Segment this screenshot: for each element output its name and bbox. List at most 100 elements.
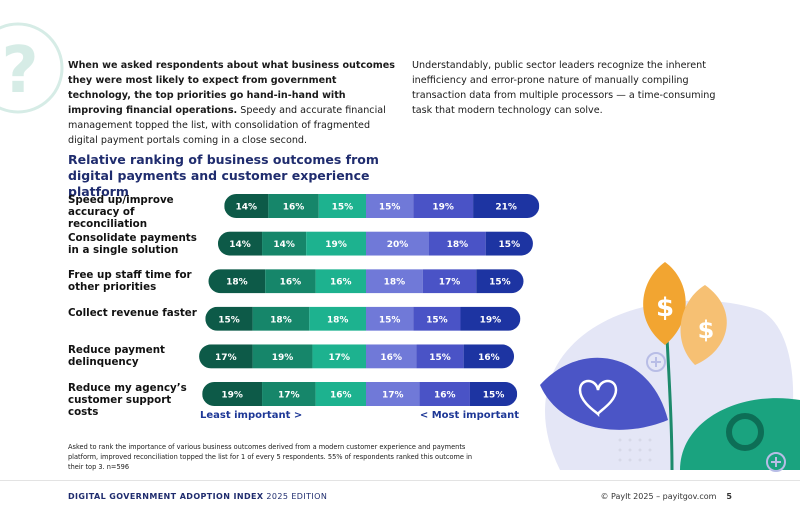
- intro: When we asked respondents about what bus…: [68, 58, 398, 148]
- bar-row: [208, 269, 524, 294]
- bar-row: [202, 382, 518, 406]
- intro-bold: When we asked respondents about what bus…: [68, 60, 395, 116]
- value-label: 19%: [480, 315, 502, 325]
- bar-segment: [413, 306, 461, 331]
- chart: 14% 16% 15% 15% 19% 21% 14% 14% 19% 20% 18% 15% 18% 1…: [199, 194, 540, 406]
- left-label: Least important >: [200, 410, 303, 421]
- value-label: 19%: [325, 240, 347, 250]
- dots: [618, 438, 652, 462]
- value-label: 18%: [447, 240, 469, 250]
- bar-segment: [422, 269, 477, 294]
- bar-segment: [460, 306, 521, 331]
- bar-segment: [416, 344, 464, 369]
- plus-icon: [766, 452, 786, 472]
- page-number: 5: [726, 492, 732, 501]
- bar-segment: [366, 194, 414, 218]
- right-label: < Most important: [419, 410, 519, 421]
- value-label: 15%: [379, 315, 401, 325]
- value-label: 16%: [283, 203, 305, 213]
- intro-right: Understandably, public sector leaders re…: [412, 60, 716, 116]
- leaf: [680, 285, 727, 365]
- bar-segment: [202, 382, 263, 406]
- bar-segment: [252, 344, 313, 369]
- bar-segment: [309, 306, 366, 331]
- value-label: 16%: [380, 353, 402, 363]
- bar-segment: [208, 269, 266, 294]
- footer-index: DIGITAL GOVERNMENT ADOPTION INDEX: [68, 492, 264, 501]
- bar-segment: [366, 231, 429, 256]
- bar-segment: [429, 231, 486, 256]
- bar-segment: [224, 194, 269, 218]
- bar-segment: [419, 382, 470, 406]
- value-label: 16%: [434, 391, 456, 401]
- bar-segment: [315, 269, 366, 294]
- chart-title: Relative ranking of business outcomes fr…: [68, 152, 379, 199]
- value-label: 17%: [215, 353, 237, 363]
- bar-row: [205, 306, 521, 331]
- footer-edition: 2025 EDITION: [266, 492, 328, 501]
- bar-row: [217, 231, 533, 256]
- bar-segment: [217, 231, 263, 256]
- category-label: Collect revenue faster: [68, 306, 197, 319]
- heart-icon: [578, 379, 618, 417]
- value-label: 21%: [495, 203, 517, 213]
- question-icon: ?: [1, 34, 38, 108]
- bar-segment: [205, 306, 253, 331]
- bar-segment: [306, 231, 366, 256]
- footer-rule: [0, 480, 800, 481]
- value-label: 18%: [270, 315, 292, 325]
- category-label: Reduce my agency’s customer support cost…: [68, 382, 187, 418]
- category-label: Free up staff time for other priorities: [68, 269, 192, 294]
- bar-segment: [485, 231, 533, 256]
- value-label: 18%: [384, 278, 406, 288]
- value-label: 17%: [328, 353, 350, 363]
- value-label: 17%: [439, 278, 461, 288]
- value-label: 20%: [387, 240, 409, 250]
- bar-segment: [268, 194, 319, 218]
- leaf: [643, 262, 686, 345]
- value-label: 19%: [432, 203, 454, 213]
- value-label: 16%: [330, 278, 352, 288]
- plus-icon: [651, 357, 661, 367]
- value-label: 15%: [429, 353, 451, 363]
- value-label: 14%: [236, 203, 258, 213]
- dollar-icon: $: [656, 293, 674, 323]
- category-label: Consolidate payments in a single solutio…: [68, 231, 197, 256]
- bar-segment: [199, 344, 253, 369]
- bar-segment: [262, 382, 316, 406]
- bar-segment: [366, 344, 417, 369]
- bar-segment: [366, 306, 414, 331]
- value-label: 15%: [379, 203, 401, 213]
- value-label: 19%: [221, 391, 243, 401]
- bar-segment: [366, 382, 420, 406]
- value-label: 15%: [426, 315, 448, 325]
- value-label: 15%: [218, 315, 240, 325]
- bar-segment: [469, 382, 518, 406]
- category-label: Speed up/improve accuracy of reconciliat…: [68, 194, 174, 230]
- bar-segment: [262, 231, 307, 256]
- value-label: 14%: [273, 240, 295, 250]
- value-label: 15%: [499, 240, 521, 250]
- plus-icon: [771, 457, 781, 467]
- leaf: [540, 357, 668, 430]
- value-label: 18%: [226, 278, 248, 288]
- value-label: 14%: [229, 240, 251, 250]
- bar-segment: [318, 194, 366, 218]
- bar-segment: [413, 194, 474, 218]
- value-label: 17%: [382, 391, 404, 401]
- category-label: Reduce payment delinquency: [68, 344, 165, 369]
- value-label: 15%: [483, 391, 505, 401]
- bar-segment: [473, 194, 540, 218]
- value-label: 19%: [272, 353, 294, 363]
- question-circle: [0, 22, 64, 114]
- value-label: 17%: [278, 391, 300, 401]
- bar-segment: [315, 382, 366, 406]
- bar-segment: [252, 306, 310, 331]
- footer-left: DIGITAL GOVERNMENT ADOPTION INDEX 2025 E…: [68, 492, 327, 501]
- bar-segment: [366, 269, 423, 294]
- bar-segment: [265, 269, 316, 294]
- footnote: Asked to rank the importance of various …: [68, 443, 473, 471]
- value-label: 16%: [478, 353, 500, 363]
- bar-row: [199, 344, 515, 369]
